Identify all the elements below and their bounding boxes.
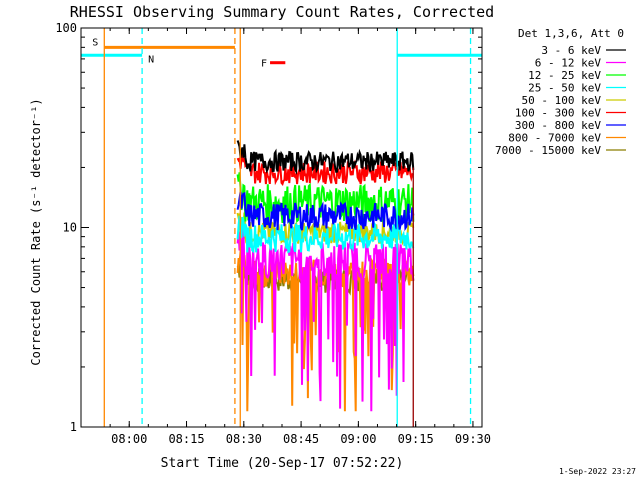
marker-label-n: N: [148, 54, 154, 65]
series-line-0: [236, 140, 415, 176]
series-line-6: [236, 191, 415, 233]
x-tick-label-0: 08:00: [111, 432, 147, 446]
series-line-3: [236, 215, 415, 254]
y-tick-label-0: 1: [70, 420, 77, 434]
x-tick-label-6: 09:30: [455, 432, 491, 446]
x-axis-label: Start Time (20-Sep-17 07:52:22): [161, 456, 404, 471]
x-tick-label-2: 08:30: [226, 432, 262, 446]
legend-label-4: 50 - 100 keV: [522, 94, 602, 107]
legend-label-2: 12 - 25 keV: [528, 69, 601, 82]
legend-label-0: 3 - 6 keV: [541, 44, 601, 57]
x-tick-label-3: 08:45: [283, 432, 319, 446]
chart-title: RHESSI Observing Summary Count Rates, Co…: [70, 3, 494, 21]
legend-label-5: 100 - 300 keV: [515, 107, 601, 120]
marker-label-s: S: [92, 37, 98, 48]
x-tick-label-5: 09:15: [398, 432, 434, 446]
legend-label-3: 25 - 50 keV: [528, 82, 601, 95]
legend-label-8: 7000 - 15000 keV: [495, 144, 601, 157]
y-tick-label-2: 100: [55, 21, 77, 35]
legend-label-1: 6 - 12 keV: [535, 57, 602, 70]
marker-label-f: F: [261, 59, 267, 70]
legend-label-6: 300 - 800 keV: [515, 119, 601, 132]
series-line-1: [236, 228, 415, 412]
y-axis-label: Corrected Count Rate (s⁻¹ detector⁻¹): [29, 98, 43, 365]
x-tick-label-1: 08:15: [168, 432, 204, 446]
legend-label-7: 800 - 7000 keV: [508, 132, 601, 145]
x-tick-label-4: 09:00: [340, 432, 376, 446]
footer-date: 1-Sep-2022 23:27: [559, 467, 636, 476]
legend-title: Det 1,3,6, Att 0: [518, 27, 624, 40]
y-tick-label-1: 10: [63, 221, 77, 235]
